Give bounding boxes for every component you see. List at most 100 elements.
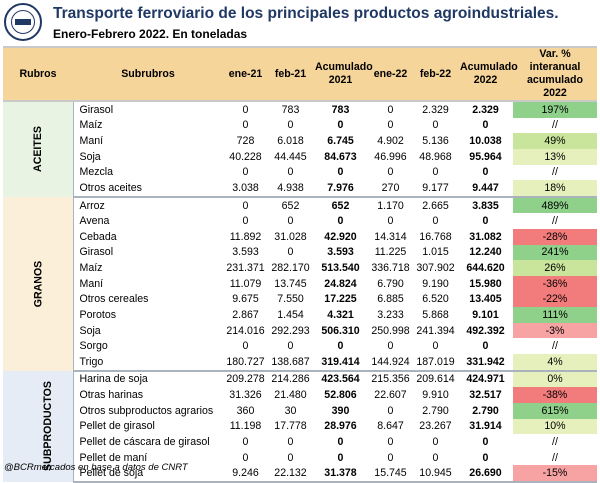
- table-cell-acum21: 24.824: [324, 277, 357, 290]
- logo-ring: [11, 10, 35, 34]
- table-cell-ene21: 31.326: [229, 389, 262, 402]
- table-cell-acum21: 423.564: [321, 373, 360, 386]
- table-cell-var: //: [513, 164, 597, 181]
- table-cell-acum22: 2.790: [472, 404, 499, 417]
- table-cell-ene21: 2.867: [232, 308, 259, 321]
- table-cell-var: //: [513, 338, 597, 354]
- table-cell-ene21: 728: [236, 135, 255, 148]
- table-cell-acum21: 0: [337, 340, 344, 353]
- table-row: Porotos 2.867 1.454 4.321 3.233 5.868 9.101 111…: [3, 307, 597, 323]
- table-cell-ene21: 11.198: [229, 420, 262, 433]
- table-cell-feb22: 307.902: [416, 262, 455, 275]
- table-cell-acum22: 26.690: [458, 465, 513, 483]
- table-cell-feb21: 21.480: [274, 389, 307, 402]
- table-cell-ene22: 0: [387, 404, 394, 417]
- table-cell-acum21: 0: [337, 215, 344, 228]
- table-cell-acum22: 13.405: [469, 293, 502, 306]
- table-cell-subrubro: Soja: [79, 324, 101, 337]
- table-cell-acum21: 513.540: [321, 262, 360, 275]
- table-cell-ene21: 209.278: [226, 373, 265, 386]
- table-cell-ene22: 250.998: [371, 324, 410, 337]
- transport-table: Rubros Subrubros ene-21 feb-21 Acumulado…: [3, 46, 597, 483]
- table-cell-ene22: 0: [387, 119, 394, 132]
- table-cell-feb22: 187.019: [413, 354, 458, 372]
- table-cell-subrubro: Otros subproductos agrarios: [79, 404, 214, 417]
- table-cell-feb21: 138.687: [268, 354, 313, 372]
- table-cell-ene22: 14.314: [374, 230, 407, 243]
- report-subtitle: Enero-Febrero 2022. En toneladas: [53, 27, 248, 41]
- table-cell-acum21: 0: [337, 435, 344, 448]
- table-cell-var: //: [513, 117, 597, 134]
- table-cell-feb21: 6.018: [277, 135, 304, 148]
- table-cell-feb22: 241.394: [416, 324, 455, 337]
- table-cell-acum22: 0: [482, 166, 489, 179]
- table-cell-var: 615%: [513, 402, 597, 419]
- rubro-label: ACEITES: [31, 126, 44, 173]
- table-cell-acum21: 0: [337, 166, 344, 179]
- table-cell-acum22: 31.082: [469, 230, 502, 243]
- table-cell-feb22: 1.015: [422, 246, 449, 259]
- table-cell-var: //: [513, 434, 597, 450]
- table-cell-var: -38%: [513, 387, 597, 403]
- table-cell-var: -3%: [513, 322, 597, 339]
- table-cell-feb22: 0: [432, 340, 439, 353]
- table-cell-ene22: 6.790: [377, 277, 404, 290]
- table-cell-subrubro: Maíz: [79, 262, 103, 275]
- table-cell-subrubro: Otros aceites: [73, 180, 223, 198]
- table-cell-ene22: 15.745: [368, 465, 413, 483]
- table-row: Girasol 3.593 0 3.593 11.225 1.015 12.240 241%: [3, 244, 597, 261]
- table-row: SUBPRODUCTOS Harina de soja 209.278 214.286…: [3, 370, 597, 482]
- report-title: Transporte ferroviario de los principale…: [53, 5, 559, 22]
- table-cell-feb21: 292.293: [271, 324, 310, 337]
- table-cell-feb21: 652: [281, 199, 300, 212]
- table-cell-acum22: 32.517: [469, 389, 502, 402]
- table-cell-ene22: 11.225: [374, 246, 407, 259]
- table-cell-acum22: 2.329: [472, 103, 499, 116]
- table-row: Maní 11.079 13.745 24.824 6.790 9.190 15.980 -3…: [3, 275, 597, 292]
- table-cell-ene21: 9.675: [232, 293, 259, 306]
- table-row: Pellet de girasol 11.198 17.778 28.976 8.647…: [3, 418, 597, 435]
- table-cell-subrubro: Sorgo: [79, 340, 108, 353]
- col-header-acum22-line2: 2022: [473, 74, 498, 86]
- table-row: Soja 40.228 44.445 84.673 46.996 48.968 95.964…: [3, 148, 597, 165]
- table-row: Trigo 180.727 138.687 319.414 144.924 187.019…: [3, 354, 597, 372]
- table-cell-feb21: 13.745: [274, 277, 307, 290]
- table-cell-acum21: 0: [337, 119, 344, 132]
- table-header-row: Rubros Subrubros ene-21 feb-21 Acumulado…: [3, 46, 597, 102]
- col-header-ene21: ene-21: [223, 46, 268, 102]
- table-cell-acum22: 0: [482, 119, 489, 132]
- table-cell-feb22: 5.136: [422, 135, 449, 148]
- table-cell-ene21: 0: [242, 215, 249, 228]
- table-cell-feb22: 0: [432, 435, 439, 448]
- table-cell-subrubro: Trigo: [73, 354, 223, 372]
- table-cell-var: -28%: [513, 229, 597, 245]
- table-row: Otras harinas 31.326 21.480 52.806 22.607 9.9…: [3, 387, 597, 403]
- table-cell-feb21: 0: [287, 166, 294, 179]
- col-header-acum21-line1: Acumulado: [315, 61, 373, 73]
- logo-emblem: [15, 19, 31, 25]
- table-cell-ene22: 0: [387, 166, 394, 179]
- table-cell-acum21: 319.414: [313, 354, 368, 372]
- table-cell-ene22: 4.902: [377, 135, 404, 148]
- table-row: Mezcla 0 0 0 0 0 0 //: [3, 164, 597, 181]
- table-cell-ene22: 1.170: [377, 199, 404, 212]
- table-cell-var: 197%: [513, 101, 597, 118]
- table-cell-var: 26%: [513, 260, 597, 276]
- table-cell-acum21: 0: [337, 451, 344, 464]
- table-cell-acum21: 4.321: [327, 308, 354, 321]
- table-cell-ene22: 8.647: [377, 420, 404, 433]
- table-cell-acum21: 390: [331, 404, 350, 417]
- table-cell-ene21: 0: [242, 199, 249, 212]
- table-cell-ene21: 231.371: [226, 262, 265, 275]
- table-cell-acum22: 0: [482, 435, 489, 448]
- rubro-label: GRANOS: [31, 260, 44, 307]
- bolsa-de-comercio-logo: [4, 3, 42, 41]
- table-cell-feb22: 0: [432, 215, 439, 228]
- table-cell-feb22: 2.665: [422, 199, 449, 212]
- table-cell-subrubro: Harina de soja: [79, 373, 148, 386]
- table-cell-acum21: 84.673: [324, 150, 357, 163]
- table-row: Otros cereales 9.675 7.550 17.225 6.885 6.520…: [3, 291, 597, 308]
- table-cell-acum22: 31.914: [469, 420, 502, 433]
- table-cell-feb22: 9.910: [422, 389, 449, 402]
- table-cell-subrubro: Pellet de maní: [79, 451, 148, 464]
